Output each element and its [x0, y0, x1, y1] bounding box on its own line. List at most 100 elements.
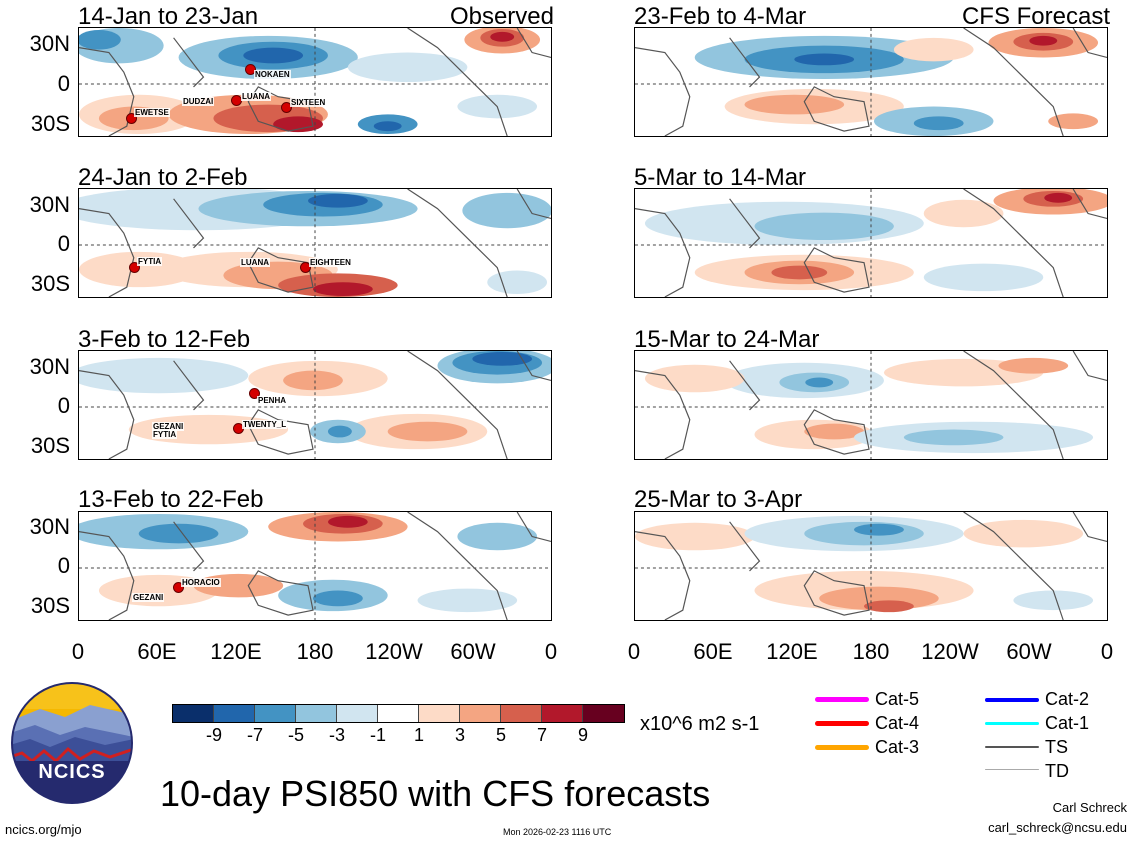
lon-label: 120E: [766, 639, 818, 664]
lon-label: 0: [71, 639, 85, 664]
storm-marker: [300, 262, 311, 273]
map-panel-observed-2: [78, 188, 552, 298]
lat-label: 30N: [29, 31, 70, 56]
colorbar-label: 5: [495, 725, 507, 745]
logo-text: NCICS: [38, 761, 106, 783]
legend-label-cat1: Cat-1: [1045, 713, 1090, 733]
legend-label-cat5: Cat-5: [875, 689, 920, 709]
website-link[interactable]: ncics.org/mjo: [5, 822, 82, 837]
colorbar: [172, 704, 625, 723]
storm-label: FYTIA: [152, 430, 178, 439]
colorbar-swatch: [214, 705, 255, 722]
lon-label: 0: [544, 639, 558, 664]
legend-line-ts: [985, 746, 1039, 748]
lat-label: 30S: [30, 593, 70, 618]
map-panel-observed-3: [78, 350, 552, 460]
lon-label: 120W: [365, 639, 423, 664]
timestamp: Mon 2026-02-23 1116 UTC: [503, 827, 612, 837]
legend-label-ts: TS: [1045, 737, 1069, 757]
colorbar-swatch: [337, 705, 378, 722]
colorbar-swatch: [501, 705, 542, 722]
panel-forecast-2-title: 5-Mar to 14-Mar: [634, 164, 807, 191]
lat-label: 30N: [29, 192, 70, 217]
map-panel-observed-1: [78, 27, 552, 137]
panel-observed-3-title: 3-Feb to 12-Feb: [78, 326, 251, 353]
storm-marker: [129, 262, 140, 273]
legend-line-td: [985, 769, 1039, 770]
storm-label: GEZANI: [132, 593, 165, 602]
map-panel-forecast-1: [634, 27, 1108, 137]
lon-label: 180: [852, 639, 890, 664]
legend-label-cat4: Cat-4: [875, 713, 920, 733]
main-title: 10-day PSI850 with CFS forecasts: [160, 773, 711, 814]
lat-label: 30N: [29, 514, 70, 539]
storm-label: LUANA: [241, 92, 271, 101]
storm-label: TWENTY_L: [242, 420, 288, 429]
lon-label: 0: [627, 639, 641, 664]
colorbar-label: -7: [246, 725, 264, 745]
lon-label: 60W: [1006, 639, 1052, 664]
legend-line-cat2: [985, 698, 1039, 702]
storm-label: LUANA: [240, 258, 270, 267]
lon-label: 0: [1100, 639, 1114, 664]
map-panel-forecast-3: [634, 350, 1108, 460]
storm-label: FYTIA: [137, 257, 163, 266]
panel-forecast-4-title: 25-Mar to 3-Apr: [634, 486, 803, 513]
map-panel-forecast-2: [634, 188, 1108, 298]
storm-marker: [281, 102, 292, 113]
colorbar-label: -9: [205, 725, 223, 745]
lat-label: 30S: [30, 433, 70, 458]
storm-label: HORACIO: [181, 578, 221, 587]
legend-label-td: TD: [1045, 761, 1069, 781]
lat-label: 0: [57, 71, 70, 96]
lat-label: 0: [57, 553, 70, 578]
map-panel-observed-4: [78, 511, 552, 621]
storm-marker: [126, 113, 137, 124]
storm-label: PENHA: [257, 396, 288, 405]
colorbar-swatch: [419, 705, 460, 722]
lat-label: 30S: [30, 111, 70, 136]
legend-line-cat1: [985, 722, 1039, 725]
colorbar-label: -3: [328, 725, 346, 745]
legend-line-cat4: [815, 721, 869, 726]
colorbar-label: 9: [577, 725, 589, 745]
lon-label: 120E: [210, 639, 262, 664]
legend-label-cat2: Cat-2: [1045, 689, 1090, 709]
colorbar-swatch: [255, 705, 296, 722]
colorbar-label: 1: [413, 725, 425, 745]
storm-marker: [173, 582, 184, 593]
panel-observed-4-title: 13-Feb to 22-Feb: [78, 486, 264, 513]
author-email[interactable]: carl_schreck@ncsu.edu: [988, 820, 1127, 835]
ncics-logo: NCICS: [10, 681, 134, 805]
panel-forecast-3-title: 15-Mar to 24-Mar: [634, 326, 820, 353]
colorbar-label: 7: [536, 725, 548, 745]
lon-label: 180: [296, 639, 334, 664]
lon-label: 120W: [921, 639, 979, 664]
panel-observed-1-title: 14-Jan to 23-Jan: [78, 3, 259, 30]
colorbar-swatch: [173, 705, 214, 722]
author-name: Carl Schreck: [1052, 800, 1127, 815]
lat-label: 0: [57, 393, 70, 418]
colorbar-swatch: [460, 705, 501, 722]
legend-line-cat3: [815, 745, 869, 750]
storm-label: EWETSE: [134, 108, 170, 117]
storm-label: NOKAEN: [254, 70, 291, 79]
lat-label: 0: [57, 231, 70, 256]
storm-marker: [245, 64, 256, 75]
lat-label: 30N: [29, 354, 70, 379]
legend-line-cat5: [815, 697, 869, 702]
lon-label: 60W: [450, 639, 496, 664]
storm-marker: [249, 388, 260, 399]
colorbar-swatch: [296, 705, 337, 722]
colorbar-label: -5: [287, 725, 305, 745]
storm-label: SIXTEEN: [290, 98, 327, 107]
colorbar-label: 3: [454, 725, 466, 745]
storm-label: GEZANI: [152, 422, 185, 431]
colorbar-swatch: [583, 705, 624, 722]
lon-label: 60E: [693, 639, 733, 664]
colorbar-swatch: [378, 705, 419, 722]
map-panel-forecast-4: [634, 511, 1108, 621]
lon-label: 60E: [137, 639, 177, 664]
panel-observed-tag: Observed: [449, 3, 554, 30]
lat-label: 30S: [30, 271, 70, 296]
